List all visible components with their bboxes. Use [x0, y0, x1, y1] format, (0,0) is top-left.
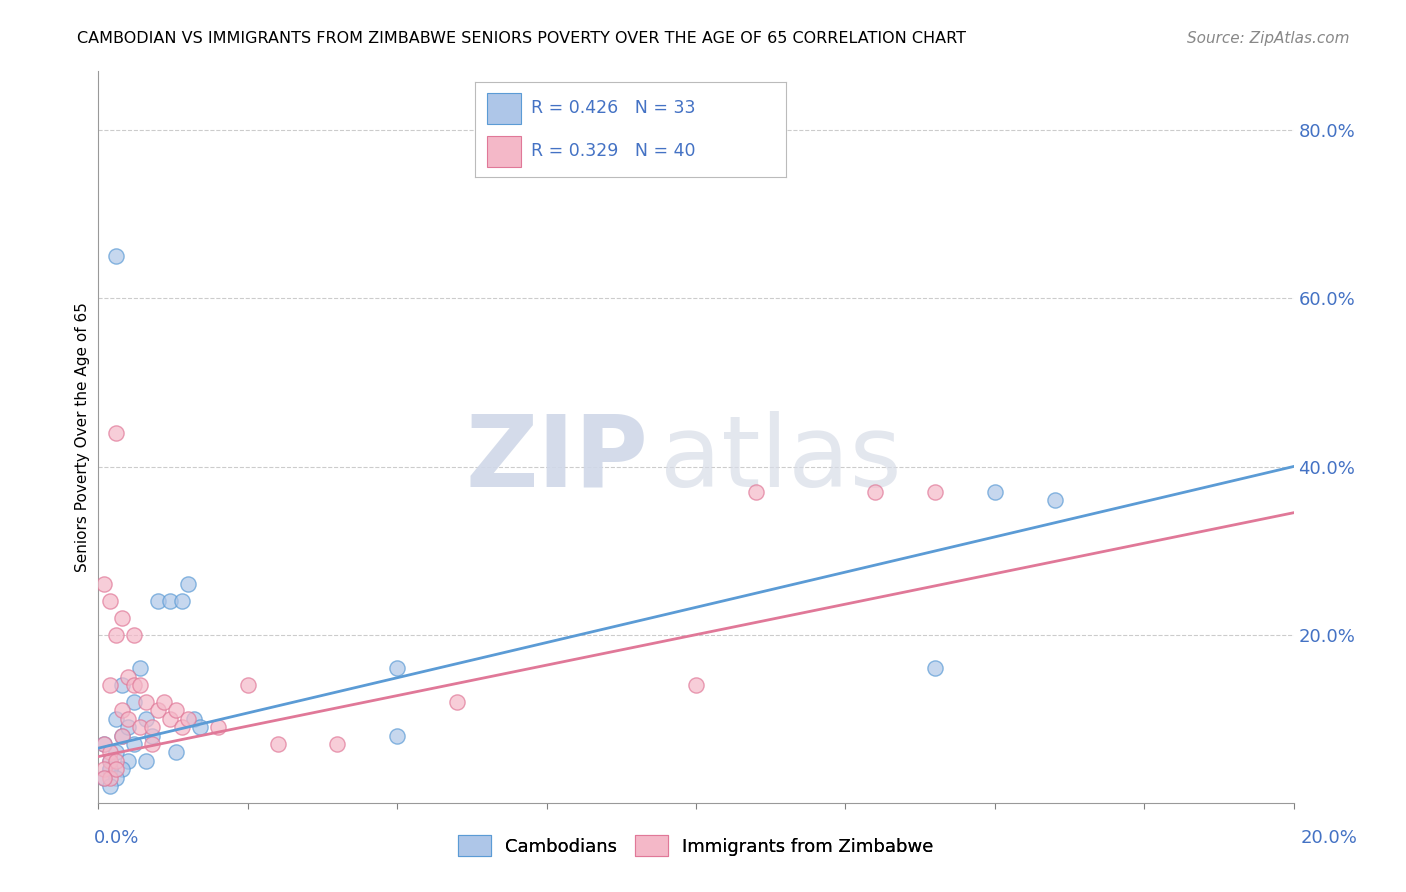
Point: [1043, 493, 1066, 508]
Point: [111, 703, 134, 717]
Point: [98, 594, 122, 608]
Point: [93, 771, 115, 785]
Point: [117, 670, 139, 684]
Point: [105, 627, 128, 641]
Point: [135, 754, 157, 768]
Text: 20.0%: 20.0%: [1301, 829, 1357, 847]
Point: [865, 484, 887, 499]
Point: [93, 737, 115, 751]
Point: [141, 737, 163, 751]
Point: [172, 594, 194, 608]
Point: [129, 678, 152, 692]
Point: [111, 729, 134, 743]
Point: [177, 577, 200, 591]
Point: [111, 762, 134, 776]
Point: [105, 745, 128, 759]
Point: [105, 249, 128, 263]
Point: [141, 729, 163, 743]
Point: [111, 729, 134, 743]
Point: [117, 754, 139, 768]
Point: [207, 720, 229, 734]
Point: [159, 712, 181, 726]
Text: ZIP: ZIP: [465, 410, 648, 508]
Point: [385, 661, 409, 675]
Point: [98, 762, 122, 776]
Point: [93, 762, 115, 776]
Y-axis label: Seniors Poverty Over the Age of 65: Seniors Poverty Over the Age of 65: [75, 302, 90, 572]
Point: [165, 703, 187, 717]
Point: [98, 779, 122, 793]
Point: [117, 720, 139, 734]
Point: [135, 695, 157, 709]
Point: [685, 678, 707, 692]
Point: [165, 745, 187, 759]
Point: [183, 712, 205, 726]
Point: [177, 712, 200, 726]
Point: [98, 771, 122, 785]
Point: [984, 484, 1007, 499]
Text: 0.0%: 0.0%: [94, 829, 139, 847]
Point: [745, 484, 768, 499]
Point: [385, 729, 409, 743]
Text: Source: ZipAtlas.com: Source: ZipAtlas.com: [1187, 31, 1350, 46]
Point: [148, 703, 170, 717]
Point: [105, 712, 128, 726]
Point: [124, 737, 146, 751]
Point: [326, 737, 349, 751]
Point: [93, 577, 115, 591]
Point: [141, 720, 163, 734]
Point: [153, 695, 176, 709]
Point: [98, 745, 122, 759]
Point: [129, 661, 152, 675]
Point: [124, 627, 146, 641]
Point: [159, 594, 181, 608]
Point: [117, 712, 139, 726]
Point: [446, 695, 468, 709]
Point: [172, 720, 194, 734]
Legend: Cambodians, Immigrants from Zimbabwe: Cambodians, Immigrants from Zimbabwe: [451, 828, 941, 863]
Point: [148, 594, 170, 608]
Text: atlas: atlas: [661, 410, 901, 508]
Point: [105, 425, 128, 440]
Point: [98, 762, 122, 776]
Point: [98, 754, 122, 768]
Point: [924, 661, 946, 675]
Point: [111, 611, 134, 625]
Point: [135, 712, 157, 726]
Point: [236, 678, 259, 692]
Point: [124, 695, 146, 709]
Text: CAMBODIAN VS IMMIGRANTS FROM ZIMBABWE SENIORS POVERTY OVER THE AGE OF 65 CORRELA: CAMBODIAN VS IMMIGRANTS FROM ZIMBABWE SE…: [77, 31, 966, 46]
Point: [188, 720, 211, 734]
Point: [124, 678, 146, 692]
Point: [105, 754, 128, 768]
Point: [111, 678, 134, 692]
Point: [93, 771, 115, 785]
Point: [98, 678, 122, 692]
Point: [105, 771, 128, 785]
Point: [129, 720, 152, 734]
Point: [98, 754, 122, 768]
Point: [924, 484, 946, 499]
Point: [93, 737, 115, 751]
Point: [105, 762, 128, 776]
Point: [267, 737, 290, 751]
